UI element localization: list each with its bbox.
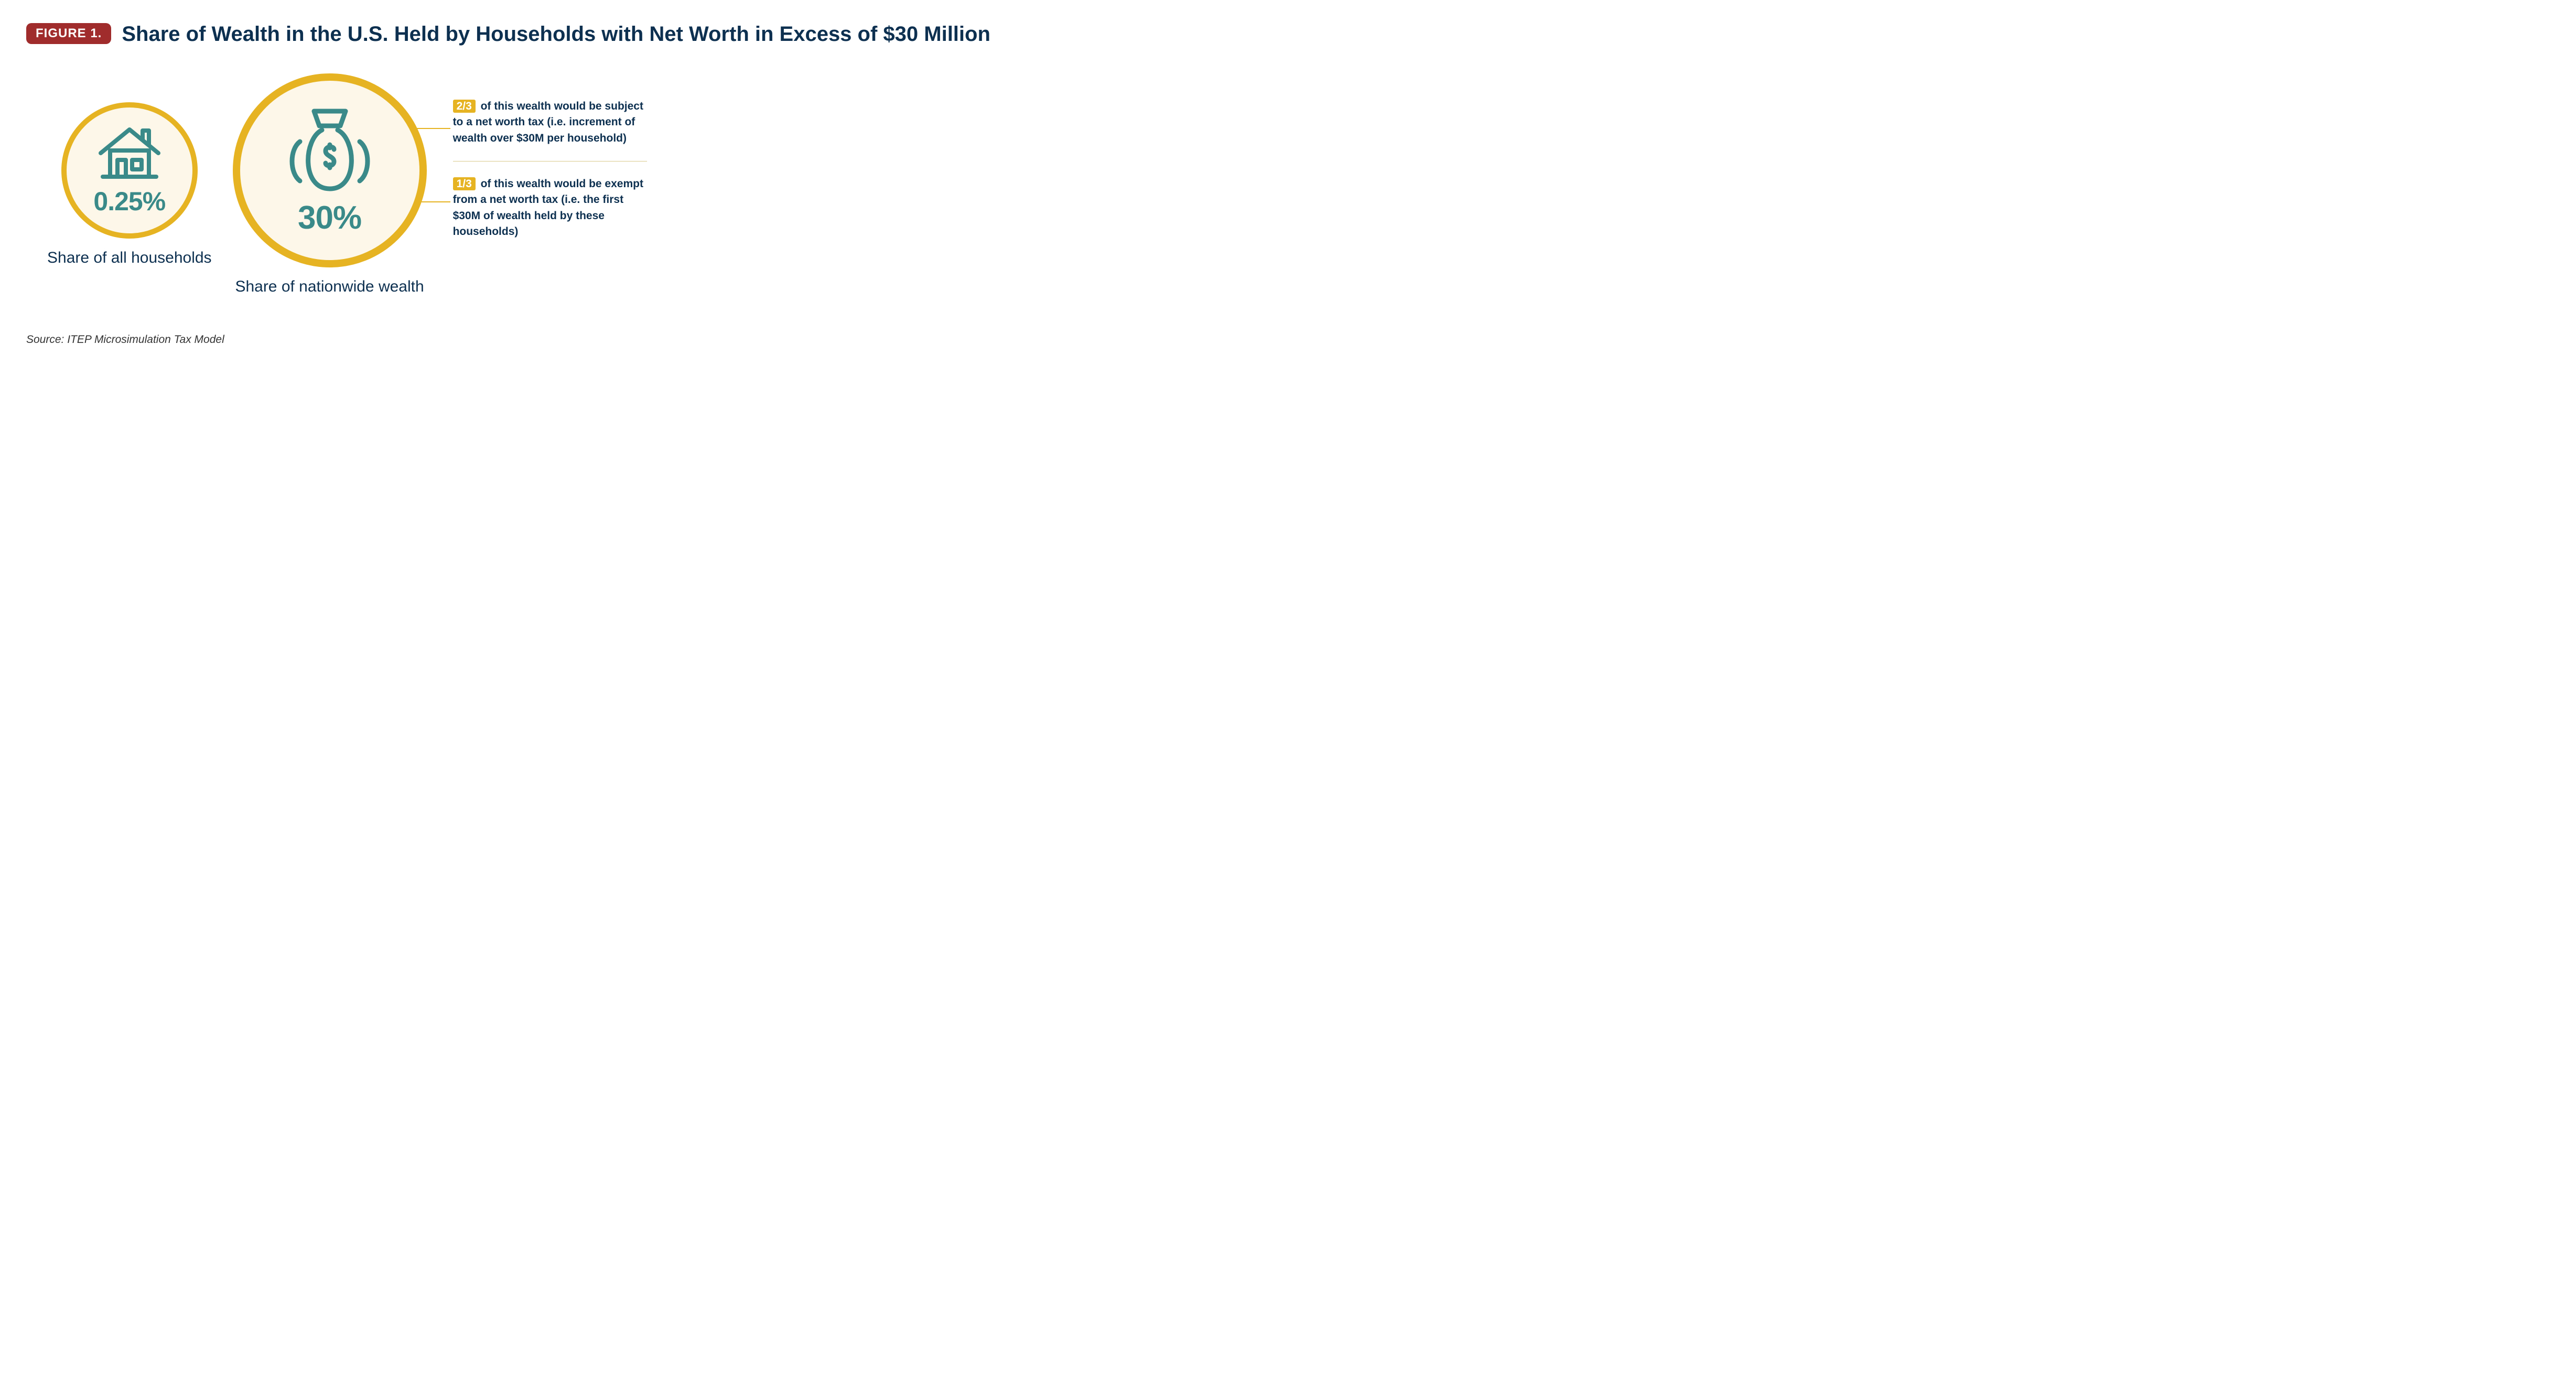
households-label: Share of all households: [47, 248, 212, 268]
wealth-bubble: 30%: [233, 73, 427, 267]
households-value: 0.25%: [93, 186, 165, 217]
figure-header: FIGURE 1. Share of Wealth in the U.S. He…: [26, 21, 2550, 47]
house-icon: [95, 124, 164, 182]
callout-badge: 1/3: [453, 177, 476, 190]
source-citation: Source: ITEP Microsimulation Tax Model: [26, 333, 2550, 346]
moneybag-icon: [275, 105, 385, 194]
wealth-bubble-wrap: 30%: [233, 73, 427, 267]
callout-text: of this wealth would be exempt from a ne…: [453, 178, 643, 238]
callout-list: 2/3 of this wealth would be subject to a…: [453, 99, 647, 240]
wealth-value: 30%: [298, 199, 361, 236]
callout-one-third: 1/3 of this wealth would be exempt from …: [453, 176, 647, 240]
callout-text: of this wealth would be subject to a net…: [453, 100, 643, 144]
callout-divider: [453, 161, 647, 162]
wealth-bubble-group: 30% Share of nationwide wealth: [233, 73, 427, 297]
households-bubble: 0.25%: [61, 102, 198, 239]
callout-two-thirds: 2/3 of this wealth would be subject to a…: [453, 99, 647, 146]
callout-badge: 2/3: [453, 100, 476, 113]
infographic-body: 0.25% Share of all households: [26, 73, 2550, 313]
wealth-label: Share of nationwide wealth: [235, 277, 424, 297]
households-bubble-group: 0.25% Share of all households: [47, 102, 212, 268]
figure-badge: FIGURE 1.: [26, 23, 111, 44]
figure-title: Share of Wealth in the U.S. Held by Hous…: [122, 21, 990, 47]
